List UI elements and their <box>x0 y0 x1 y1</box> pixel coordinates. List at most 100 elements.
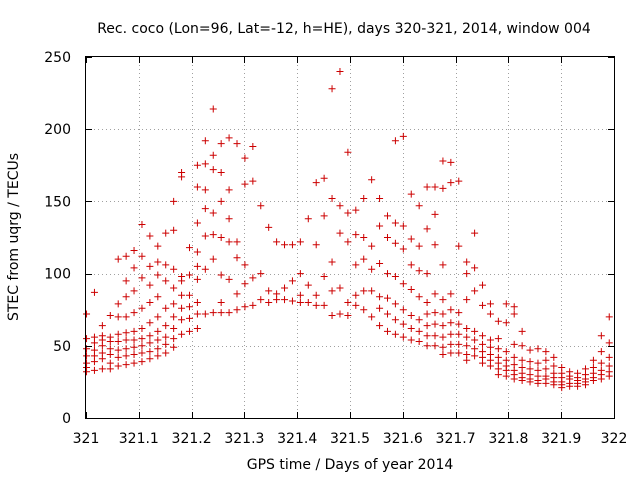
x-tick-label: 322 <box>601 431 628 447</box>
data-point <box>193 183 201 191</box>
data-point <box>114 330 122 338</box>
data-point <box>241 180 249 188</box>
data-point <box>534 379 542 387</box>
data-point <box>376 322 384 330</box>
data-point <box>98 342 106 350</box>
data-point <box>328 311 336 319</box>
data-point <box>130 327 138 335</box>
data-point <box>225 275 233 283</box>
data-point <box>447 319 455 327</box>
data-point <box>201 265 209 273</box>
data-point <box>455 349 463 357</box>
data-point <box>368 176 376 184</box>
data-point <box>518 327 526 335</box>
data-point <box>368 242 376 250</box>
data-point <box>391 272 399 280</box>
data-point <box>122 361 130 369</box>
axis-ticks <box>86 57 615 419</box>
data-point <box>376 293 384 301</box>
data-point <box>463 324 471 332</box>
data-point <box>138 252 146 260</box>
x-axis-label: GPS time / Days of year 2014 <box>247 457 454 473</box>
data-point <box>455 309 463 317</box>
data-point <box>241 261 249 269</box>
data-point <box>170 335 178 343</box>
data-point <box>170 226 178 234</box>
data-point <box>407 311 415 319</box>
data-point <box>415 242 423 250</box>
data-point <box>130 246 138 254</box>
data-point <box>510 375 518 383</box>
data-point <box>114 337 122 345</box>
data-point <box>233 306 241 314</box>
data-point <box>542 356 550 364</box>
data-point <box>439 310 447 318</box>
data-point <box>304 298 312 306</box>
data-point <box>257 270 265 278</box>
data-point <box>217 234 225 241</box>
data-point <box>423 342 431 350</box>
data-point <box>138 335 146 343</box>
data-point <box>265 298 273 306</box>
data-point <box>589 376 597 384</box>
data-point <box>368 287 376 295</box>
data-point <box>320 212 328 220</box>
data-point <box>407 285 415 293</box>
data-point <box>178 330 186 338</box>
data-point <box>130 264 138 272</box>
data-point <box>273 238 281 246</box>
data-point <box>193 248 201 256</box>
data-point <box>407 190 415 198</box>
data-point <box>399 280 407 288</box>
data-point <box>185 244 193 252</box>
data-point <box>122 336 130 344</box>
data-point <box>479 359 487 367</box>
data-point <box>423 183 431 191</box>
x-tick-label: 321.6 <box>383 431 423 447</box>
data-point <box>415 337 423 345</box>
data-point <box>566 382 574 390</box>
data-point <box>201 160 209 168</box>
data-point <box>455 242 463 250</box>
data-point <box>526 346 534 354</box>
data-point <box>162 322 170 330</box>
data-point <box>281 241 289 249</box>
data-point <box>391 300 399 308</box>
data-point <box>360 306 368 314</box>
data-point <box>336 67 344 75</box>
data-point <box>162 304 170 312</box>
data-point <box>415 316 423 324</box>
data-point <box>90 358 98 366</box>
data-point <box>178 173 186 181</box>
data-point <box>130 336 138 344</box>
data-point <box>399 306 407 314</box>
data-point <box>336 310 344 318</box>
data-point <box>510 310 518 318</box>
data-point <box>146 319 154 327</box>
data-point <box>597 348 605 356</box>
data-point <box>209 151 217 159</box>
data-point <box>225 215 233 223</box>
data-point <box>383 234 391 241</box>
data-point <box>201 186 209 194</box>
data-point <box>114 346 122 354</box>
data-point <box>423 298 431 306</box>
data-point <box>170 197 178 205</box>
data-point <box>415 202 423 210</box>
data-point <box>455 320 463 328</box>
data-point <box>130 287 138 295</box>
data-point <box>336 202 344 210</box>
data-point <box>312 179 320 187</box>
data-point <box>122 252 130 260</box>
data-point <box>83 368 91 376</box>
data-point <box>344 209 352 217</box>
data-point <box>209 231 217 239</box>
data-point <box>154 313 162 321</box>
data-point <box>162 349 170 357</box>
data-point <box>455 330 463 338</box>
data-point <box>399 245 407 253</box>
data-point <box>431 210 439 218</box>
data-point <box>463 333 471 341</box>
data-point <box>154 242 162 250</box>
x-tick-label: 321.8 <box>488 431 528 447</box>
